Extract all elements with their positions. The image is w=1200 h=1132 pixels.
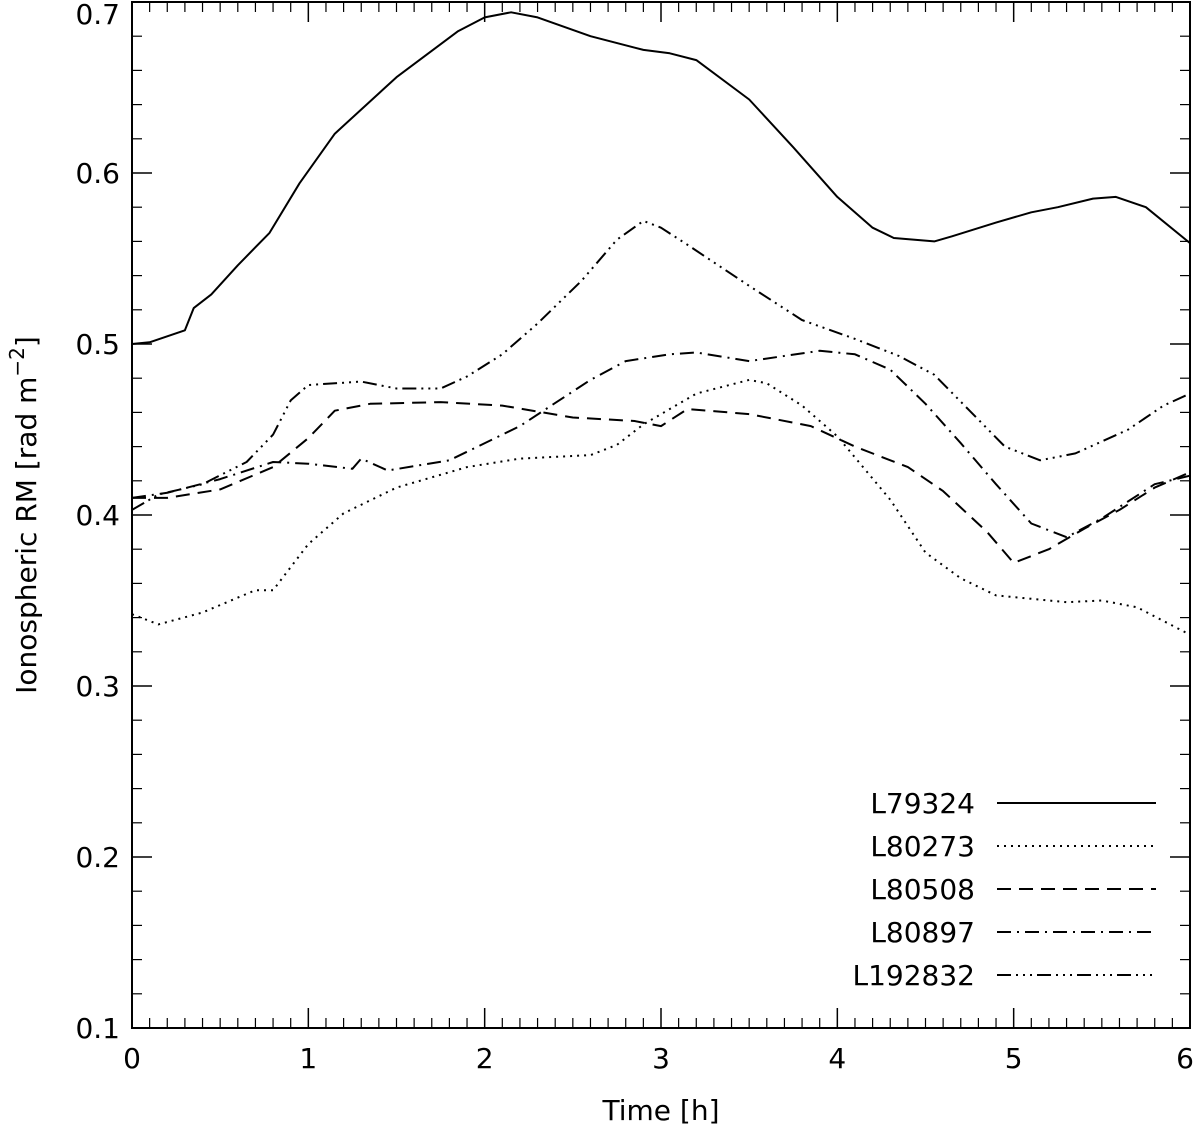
y-tick-label: 0.4 (75, 499, 120, 532)
y-tick-label: 0.7 (75, 0, 120, 31)
axis-ticks (131, 1, 1191, 1029)
series-line-L192832 (131, 219, 1191, 511)
y-tick-label: 0.2 (75, 841, 120, 874)
x-tick-label: 1 (299, 1042, 317, 1075)
series-line-L80273 (131, 378, 1191, 636)
x-tick-label: 0 (123, 1042, 141, 1075)
y-axis-title-exponent: −2 (5, 347, 29, 376)
series-lines (131, 11, 1191, 636)
legend-label-L80897: L80897 (870, 916, 975, 949)
x-axis-title: Time [h] (601, 1094, 719, 1127)
series-line-L80508 (132, 401, 1191, 564)
y-axis-title: Ionospheric RM [rad m−2] (5, 336, 43, 694)
legend: L79324 L80273 L80508 L80897 L192832 (853, 787, 1156, 992)
x-tick-label: 2 (476, 1042, 494, 1075)
y-axis-title-close: ] (10, 336, 43, 347)
series-line-L80897 (131, 349, 1191, 539)
y-tick-label: 0.5 (75, 328, 120, 361)
x-tick-label: 4 (828, 1042, 846, 1075)
legend-label-L79324: L79324 (870, 787, 975, 820)
y-tick-label: 0.3 (75, 670, 120, 703)
x-tick-label: 6 (1176, 1042, 1194, 1075)
y-axis-title-main: Ionospheric RM [rad m (10, 377, 43, 694)
x-tick-label: 5 (1005, 1042, 1023, 1075)
x-tick-label: 3 (652, 1042, 670, 1075)
legend-label-L80273: L80273 (870, 830, 975, 863)
plot-frame (131, 1, 1191, 1029)
series-line-L79324 (131, 11, 1191, 345)
legend-label-L192832: L192832 (853, 959, 976, 992)
legend-label-L80508: L80508 (870, 873, 975, 906)
y-tick-label: 0.6 (75, 157, 120, 190)
tick-labels: 0 1 2 3 4 5 6 0.1 0.2 0.3 0.4 0.5 0.6 0.7 (75, 0, 1194, 1075)
y-tick-label: 0.1 (75, 1012, 120, 1045)
